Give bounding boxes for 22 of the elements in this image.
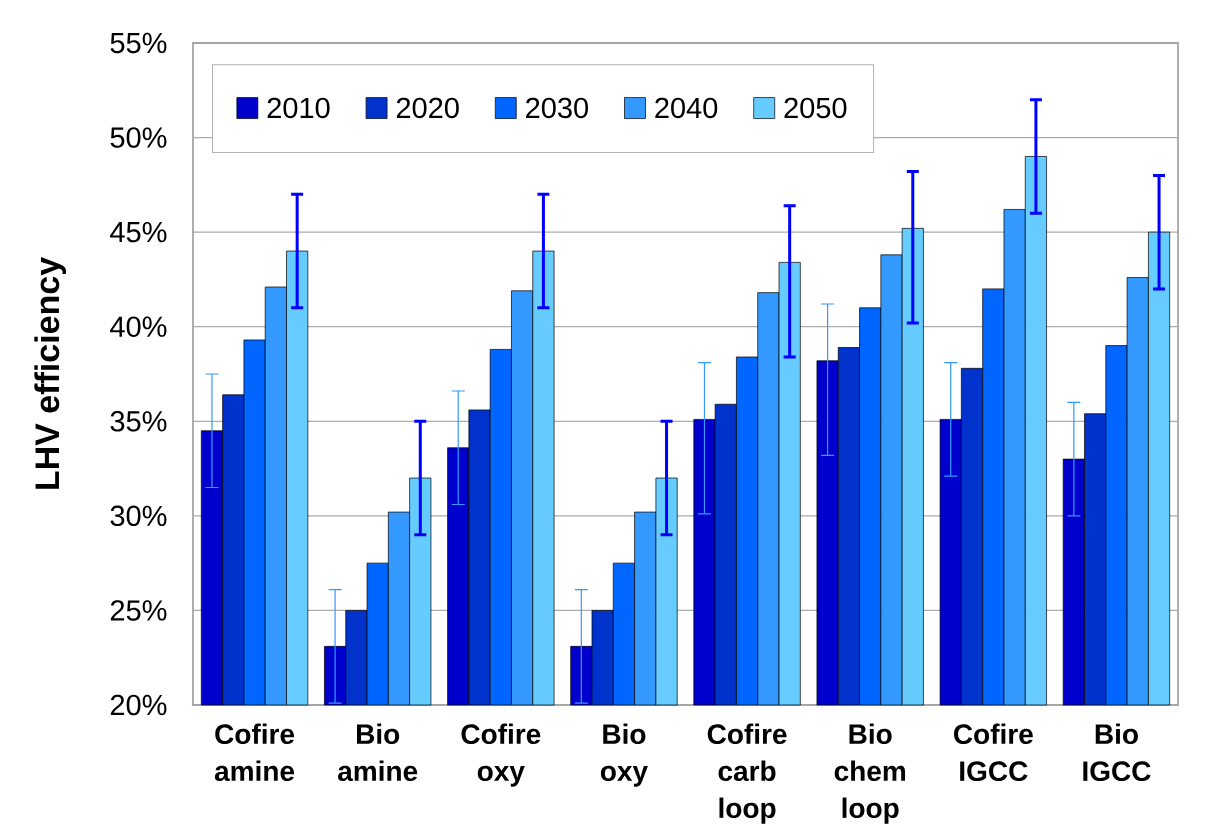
- y-tick-label: 30%: [110, 505, 167, 527]
- y-tick-label: 45%: [110, 221, 167, 243]
- x-tick-label: Bio amine: [338, 723, 418, 782]
- y-tick-label: 25%: [110, 600, 167, 621]
- legend-label: 2020: [396, 97, 459, 119]
- y-axis-title: LHV efficiency: [34, 257, 67, 489]
- y-tick-label: 40%: [110, 316, 167, 337]
- y-tick-label: 50%: [110, 127, 167, 148]
- y-tick-label: 55%: [110, 32, 167, 54]
- legend-label: 2010: [267, 97, 330, 119]
- x-tick-label: Bio oxy: [600, 723, 648, 787]
- x-tick-label: Cofire oxy: [461, 723, 541, 787]
- legend-label: 2040: [655, 97, 718, 119]
- y-tick-label: 35%: [110, 411, 167, 432]
- legend-label: 2030: [526, 97, 589, 119]
- x-tick-label: Cofire amine: [214, 723, 295, 782]
- x-tick-label: Cofire carb loop: [707, 723, 787, 824]
- x-tick-label: Cofire IGCC: [954, 723, 1033, 782]
- y-tick-label: 20%: [110, 694, 167, 716]
- x-tick-label: Bio IGCC: [1083, 723, 1151, 782]
- legend-label: 2050: [784, 97, 847, 119]
- x-tick-label: Bio chem loop: [834, 723, 906, 824]
